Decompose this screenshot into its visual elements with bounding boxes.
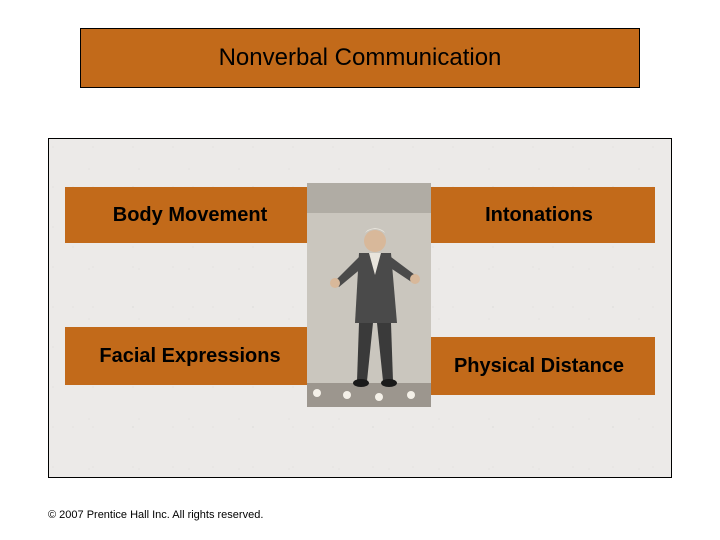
person-gesturing-icon	[307, 183, 431, 407]
box-intonations: Intonations	[423, 187, 655, 243]
box-label: Body Movement	[113, 204, 267, 227]
content-frame: Body Movement Intonations Facial Express…	[48, 138, 672, 478]
slide-title: Nonverbal Communication	[219, 44, 502, 72]
box-label: Facial Expressions	[99, 345, 280, 368]
title-bar: Nonverbal Communication	[80, 28, 640, 88]
box-physical-distance: Physical Distance	[423, 337, 655, 395]
box-label: Intonations	[485, 204, 593, 227]
center-image	[307, 183, 431, 407]
box-body-movement: Body Movement	[65, 187, 315, 243]
copyright-text: © 2007 Prentice Hall Inc. All rights res…	[48, 509, 263, 522]
box-facial-expressions: Facial Expressions	[65, 327, 315, 385]
box-label: Physical Distance	[454, 355, 624, 378]
